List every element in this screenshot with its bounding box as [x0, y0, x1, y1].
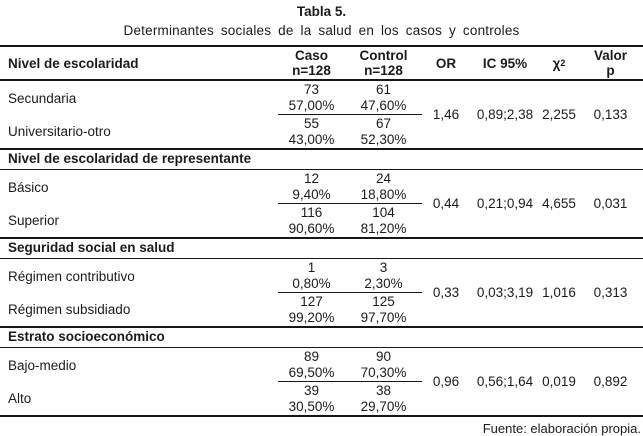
section-header-seguridad: Seguridad social en salud — [0, 237, 643, 259]
row-label: Régimen subsidiado — [8, 302, 131, 317]
ic95-value: 0,03;3,19 — [476, 285, 534, 300]
row-label: Bajo-medio — [8, 357, 77, 373]
col-header-control: Control n=128 — [345, 47, 422, 79]
control-percent: 2,30% — [364, 276, 403, 291]
section-body-seguridad: Régimen contributivo 1 0,80% 3 2,30% Rég… — [0, 259, 643, 326]
caso-count: 73 — [303, 82, 320, 97]
row-label: Secundaria — [8, 90, 77, 106]
control-cell: 90 70,30% — [345, 348, 422, 382]
caso-count: 55 — [303, 116, 320, 131]
section-body-escolaridad: Secundaria 73 57,00% 61 47,60% Universit… — [0, 81, 643, 148]
control-count: 90 — [375, 349, 392, 364]
caso-cell: 127 99,20% — [278, 293, 345, 326]
control-cell: 61 47,60% — [345, 81, 422, 115]
caso-count: 39 — [303, 383, 320, 398]
caso-percent: 90,60% — [288, 221, 335, 236]
ic95-value: 0,56;1,64 — [476, 374, 534, 389]
caso-n: n=128 — [292, 63, 331, 78]
p-value: 0,133 — [593, 107, 628, 122]
caso-cell: 39 30,50% — [278, 382, 345, 415]
source-note: Fuente: elaboración propia. — [482, 421, 641, 436]
chi-symbol: χ — [552, 55, 561, 71]
control-cell: 38 29,70% — [345, 382, 422, 415]
p-value: 0,313 — [593, 285, 628, 300]
control-cell: 67 52,30% — [345, 115, 422, 148]
chi2-value: 0,019 — [542, 374, 576, 389]
control-count: 67 — [375, 116, 392, 131]
control-cell: 3 2,30% — [345, 259, 422, 293]
row-label: Universitario-otro — [8, 124, 111, 139]
caso-count: 1 — [307, 260, 316, 275]
section-header-representante: Nivel de escolaridad de representante — [0, 148, 643, 170]
control-percent: 81,20% — [360, 221, 407, 236]
col-header-or: OR — [435, 55, 457, 71]
control-count: 24 — [375, 171, 392, 186]
col-header-first: Nivel de escolaridad — [8, 55, 139, 71]
col-header-ic95: IC 95% — [482, 55, 528, 71]
control-count: 38 — [375, 383, 392, 398]
control-count: 104 — [372, 205, 395, 220]
chi2-value: 2,255 — [542, 107, 576, 122]
caso-percent: 69,50% — [288, 365, 335, 380]
chi2-value: 4,655 — [542, 196, 576, 211]
control-count: 61 — [375, 82, 392, 97]
valor-label: Valor — [593, 48, 628, 63]
section-body-representante: Básico 12 9,40% 24 18,80% Superior 116 9… — [0, 170, 643, 237]
caso-cell: 89 69,50% — [278, 348, 345, 382]
caso-cell: 55 43,00% — [278, 115, 345, 148]
table-subtitle: Determinantes sociales de la salud en lo… — [123, 23, 520, 38]
caso-percent: 30,50% — [288, 399, 335, 414]
section-header-estrato: Estrato socioeconómico — [0, 326, 643, 348]
section-body-estrato: Bajo-medio 89 69,50% 90 70,30% Alto 39 3… — [0, 348, 643, 415]
row-label: Alto — [8, 391, 32, 406]
control-cell: 104 81,20% — [345, 204, 422, 237]
or-value: 0,44 — [432, 196, 460, 211]
caso-percent: 57,00% — [288, 98, 335, 113]
caso-percent: 99,20% — [288, 310, 335, 325]
caso-percent: 43,00% — [288, 132, 335, 147]
or-value: 1,46 — [432, 107, 460, 122]
caso-count: 89 — [303, 349, 320, 364]
caso-percent: 0,80% — [292, 276, 331, 291]
control-count: 3 — [379, 260, 388, 275]
caso-count: 12 — [303, 171, 320, 186]
or-value: 0,33 — [432, 285, 460, 300]
caso-count: 116 — [300, 205, 323, 220]
caso-cell: 1 0,80% — [278, 259, 345, 293]
p-value: 0,031 — [593, 196, 628, 211]
row-label: Básico — [8, 179, 49, 195]
control-percent: 52,30% — [360, 132, 407, 147]
caso-cell: 73 57,00% — [278, 81, 345, 115]
or-value: 0,96 — [432, 374, 460, 389]
row-label: Régimen contributivo — [8, 268, 135, 284]
p-value: 0,892 — [593, 374, 628, 389]
col-header-caso: Caso n=128 — [278, 47, 345, 79]
caso-label: Caso — [294, 48, 328, 63]
control-percent: 29,70% — [360, 399, 407, 414]
table-header-row: Nivel de escolaridad Caso n=128 Control … — [0, 47, 643, 81]
control-n: n=128 — [364, 63, 403, 78]
control-cell: 24 18,80% — [345, 170, 422, 204]
control-count: 125 — [372, 294, 395, 309]
control-percent: 70,30% — [360, 365, 407, 380]
table-title: Tabla 5. — [296, 4, 347, 19]
control-percent: 47,60% — [360, 98, 407, 113]
caso-cell: 12 9,40% — [278, 170, 345, 204]
control-percent: 18,80% — [360, 187, 407, 202]
data-table: Nivel de escolaridad Caso n=128 Control … — [0, 45, 643, 417]
ic95-value: 0,21;0,94 — [476, 196, 534, 211]
row-label: Superior — [8, 213, 60, 228]
p-label: p — [606, 63, 615, 78]
caso-cell: 116 90,60% — [278, 204, 345, 237]
control-cell: 125 97,70% — [345, 293, 422, 326]
col-header-valor-p: Valor p — [578, 47, 643, 79]
ic95-value: 0,89;2,38 — [476, 107, 534, 122]
control-percent: 97,70% — [360, 310, 407, 325]
chi2-value: 1,016 — [542, 285, 576, 300]
control-label: Control — [359, 48, 408, 63]
caso-count: 127 — [300, 294, 323, 309]
caso-percent: 9,40% — [292, 187, 331, 202]
